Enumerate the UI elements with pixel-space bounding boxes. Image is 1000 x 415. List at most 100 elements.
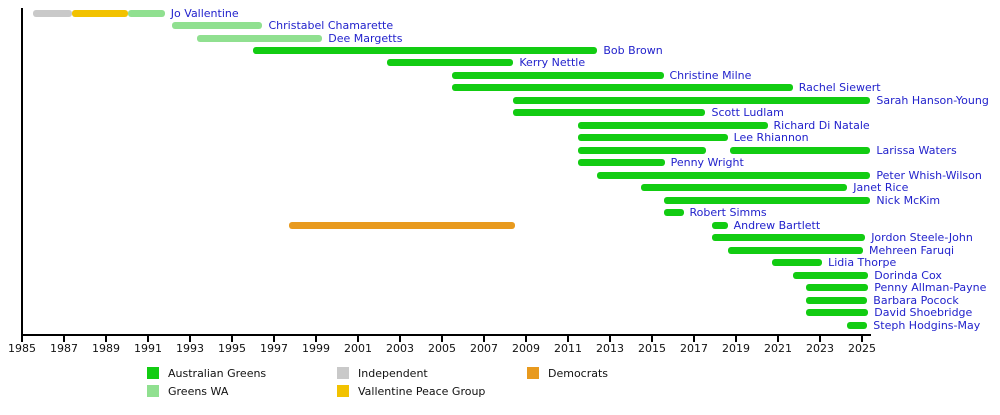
senator-name-link[interactable]: Christabel Chamarette	[268, 19, 394, 32]
term-bar-independent	[32, 9, 73, 17]
term-bar-greens	[806, 284, 869, 292]
x-axis-tick	[735, 336, 737, 342]
senator-name-link[interactable]: Andrew Bartlett	[733, 218, 821, 232]
x-axis-tick	[357, 336, 359, 342]
x-axis-tick-label: 2007	[470, 342, 498, 355]
legend-label: Vallentine Peace Group	[358, 385, 486, 398]
senator-name-link[interactable]: Scott Ludlam	[711, 106, 784, 120]
x-axis-tick	[483, 336, 485, 342]
senator-name-link[interactable]: Barbara Pocock	[873, 293, 959, 307]
x-axis-tick-label: 2003	[386, 342, 414, 355]
term-bar-greens	[640, 184, 848, 192]
term-bar-greens	[577, 159, 665, 167]
x-axis-tick	[609, 336, 611, 342]
senator-name-link[interactable]: Dorinda Cox	[874, 268, 942, 282]
x-axis-tick	[231, 336, 233, 342]
x-axis-tick-label: 2021	[764, 342, 792, 355]
senator-name-link[interactable]: David Shoebridge	[874, 306, 973, 319]
senator-name-link[interactable]: Larissa Waters	[876, 143, 957, 157]
term-bar-greens	[663, 196, 871, 204]
legend-label: Australian Greens	[168, 367, 267, 380]
senator-name-link[interactable]: Kerry Nettle	[519, 56, 586, 70]
senator-name-link[interactable]: Penny Allman-Payne	[874, 281, 987, 295]
term-bar-greens	[792, 271, 869, 279]
x-axis-tick	[399, 336, 401, 342]
term-bar-greens	[711, 221, 728, 229]
x-axis-tick-label: 2013	[596, 342, 624, 355]
x-axis-tick-label: 2023	[806, 342, 834, 355]
x-axis-tick	[861, 336, 863, 342]
y-axis-line	[21, 8, 23, 336]
x-axis-tick-label: 1987	[50, 342, 78, 355]
senator-name-link[interactable]: Penny Wright	[670, 156, 744, 170]
term-bar-greens	[727, 246, 864, 254]
legend-swatch-democrats	[527, 367, 539, 379]
senator-name-link[interactable]: Steph Hodgins-May	[873, 318, 981, 332]
senator-name-link[interactable]: Mehreen Faruqi	[869, 243, 955, 257]
x-axis-tick-label: 2011	[554, 342, 582, 355]
term-bar-greens	[597, 171, 871, 179]
x-axis-tick	[189, 336, 191, 342]
x-axis-tick	[693, 336, 695, 342]
x-axis-tick-label: 1995	[218, 342, 246, 355]
senator-name-link[interactable]: Robert Simms	[689, 206, 767, 220]
term-bar-greens	[806, 296, 868, 304]
x-axis-tick	[441, 336, 443, 342]
term-bar-greens_wa	[197, 34, 323, 42]
x-axis-tick-label: 2001	[344, 342, 372, 355]
term-bar-democrats	[288, 221, 516, 229]
senator-name-link[interactable]: Christine Milne	[669, 68, 752, 82]
x-axis-tick	[567, 336, 569, 342]
term-bar-vallentine_peace_group	[72, 9, 128, 17]
senator-name-link[interactable]: Janet Rice	[853, 181, 909, 195]
senator-name-link[interactable]: Lee Rhiannon	[733, 131, 809, 145]
term-bar-greens_wa	[128, 9, 165, 17]
legend-label: Democrats	[548, 367, 609, 380]
term-bar-greens	[451, 84, 793, 92]
x-axis-tick	[273, 336, 275, 342]
term-bar-greens	[847, 321, 868, 329]
legend-swatch-greens	[147, 367, 159, 379]
term-bar-greens	[663, 209, 684, 217]
x-axis-tick-label: 2009	[512, 342, 540, 355]
senator-name-link[interactable]: Peter Whish-Wilson	[876, 168, 982, 182]
x-axis-tick-label: 1999	[302, 342, 330, 355]
legend-swatch-independent	[337, 367, 349, 379]
senator-name-link[interactable]: Jo Vallentine	[170, 6, 239, 20]
x-axis-tick-label: 1989	[92, 342, 120, 355]
x-axis-tick	[21, 336, 23, 342]
x-axis-tick-label: 2005	[428, 342, 456, 355]
x-axis-tick-label: 2019	[722, 342, 750, 355]
x-axis-tick	[819, 336, 821, 342]
senator-name-link[interactable]: Bob Brown	[603, 43, 663, 57]
term-bar-greens	[729, 146, 871, 154]
x-axis-tick	[525, 336, 527, 342]
x-axis-tick-label: 1991	[134, 342, 162, 355]
term-bar-greens	[577, 134, 728, 142]
term-bar-greens	[806, 309, 869, 316]
senator-name-link[interactable]: Rachel Siewert	[798, 81, 881, 95]
senator-name-link[interactable]: Lidia Thorpe	[828, 256, 897, 270]
x-axis-tick-label: 2017	[680, 342, 708, 355]
x-axis-tick-label: 1993	[176, 342, 204, 355]
senator-name-link[interactable]: Sarah Hanson-Young	[876, 93, 989, 107]
x-axis-tick	[777, 336, 779, 342]
senator-name-link[interactable]: Richard Di Natale	[773, 118, 870, 132]
x-axis-tick	[63, 336, 65, 342]
term-bar-greens	[451, 71, 664, 79]
term-bar-greens	[513, 109, 706, 117]
legend-swatch-greens_wa	[147, 385, 159, 397]
term-bar-greens	[513, 96, 871, 104]
senator-name-link[interactable]: Dee Margetts	[328, 31, 403, 45]
term-bar-greens_wa	[172, 22, 263, 29]
x-axis-line	[21, 334, 871, 336]
legend-swatch-vallentine_peace_group	[337, 385, 349, 397]
senator-name-link[interactable]: Jordon Steele-John	[871, 231, 973, 245]
x-axis-tick	[315, 336, 317, 342]
x-axis-tick	[651, 336, 653, 342]
term-bar-greens	[253, 46, 598, 54]
x-axis-tick	[147, 336, 149, 342]
term-bar-greens	[771, 259, 823, 267]
senator-name-link[interactable]: Nick McKim	[876, 193, 941, 207]
